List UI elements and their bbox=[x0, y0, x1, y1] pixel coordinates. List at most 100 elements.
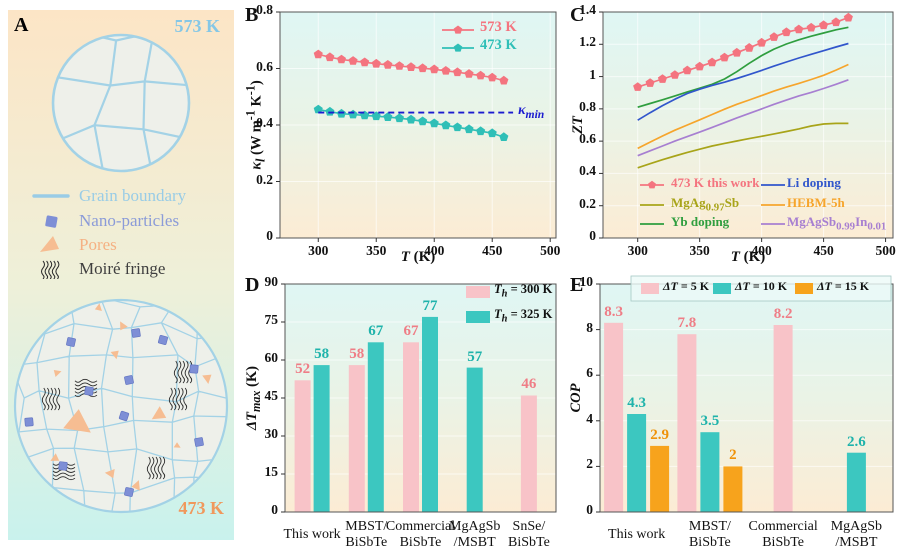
pore bbox=[53, 369, 62, 377]
category-label: BiSbTe bbox=[345, 535, 388, 550]
bar bbox=[650, 445, 670, 512]
series-1 bbox=[313, 104, 509, 141]
bar bbox=[294, 380, 311, 512]
y-tick-label: 10 bbox=[579, 274, 594, 289]
legend-swatch bbox=[795, 283, 813, 294]
category-label: This work bbox=[283, 527, 341, 542]
series-5 bbox=[637, 79, 849, 157]
nano-particle bbox=[118, 410, 130, 422]
panel-d-dtmax-bar-chart: D 52 58 This work 58 67 MBST/BiSbTe 67 77 Commerc… bbox=[240, 270, 565, 550]
legend-swatch bbox=[466, 311, 490, 323]
legend-label: Yb doping bbox=[671, 214, 730, 229]
data-point bbox=[499, 132, 509, 141]
nano-particle bbox=[131, 328, 141, 338]
legend-marker bbox=[453, 25, 463, 34]
y-tick-label: 8 bbox=[586, 319, 593, 335]
x-tick-label: 400 bbox=[751, 243, 772, 258]
nano-particle bbox=[58, 461, 68, 471]
legend-label: Th = 300 K bbox=[494, 282, 553, 300]
pores-icon bbox=[32, 235, 70, 255]
data-point bbox=[757, 37, 767, 47]
data-point bbox=[487, 72, 497, 82]
data-point bbox=[418, 63, 428, 73]
data-point bbox=[707, 57, 717, 67]
grain-boundary-icon bbox=[32, 186, 70, 206]
y-tick-label: 75 bbox=[264, 312, 279, 327]
axis-frame bbox=[602, 11, 894, 239]
y-tick-label: 45 bbox=[264, 388, 279, 403]
data-point bbox=[441, 66, 451, 75]
panel-c-zt-chart: C 0 0.2 0.4 0.6 0.8 1 1.2 1.4 300 350 400 450 500 ZT T … bbox=[565, 0, 899, 270]
legend-label: 473 K bbox=[480, 37, 517, 53]
x-tick-label: 500 bbox=[540, 243, 561, 258]
y-tick-label: 6 bbox=[586, 365, 593, 381]
moire-fringe bbox=[173, 360, 193, 384]
legend-item-nano-particles: Nano-particles bbox=[32, 211, 179, 231]
data-point bbox=[429, 118, 439, 128]
moire-fringe-icon bbox=[32, 259, 70, 279]
nano-particle bbox=[124, 487, 134, 497]
bar-value-label: 77 bbox=[422, 297, 438, 314]
series-0 bbox=[633, 12, 853, 91]
bar-value-label: 3.5 bbox=[700, 413, 720, 430]
category-label: /MSBT bbox=[835, 535, 878, 550]
y-tick-label: 2 bbox=[586, 456, 593, 472]
category-label: MBST/ bbox=[688, 519, 731, 534]
legend-item-moire-fringe: Moiré fringe bbox=[32, 259, 165, 279]
x-tick-label: 350 bbox=[366, 243, 387, 258]
panel-a-label: A bbox=[14, 14, 29, 36]
data-point bbox=[383, 60, 393, 69]
nano-particle bbox=[84, 386, 94, 396]
data-point bbox=[831, 17, 841, 27]
grain-boundary-label: Grain boundary bbox=[79, 186, 187, 205]
y-tick-label: 60 bbox=[264, 350, 279, 365]
category-label: Commercial bbox=[748, 519, 818, 534]
data-point bbox=[744, 43, 754, 52]
x-axis-label: T (K) bbox=[400, 249, 436, 265]
moire-fringe bbox=[41, 387, 61, 411]
data-point bbox=[429, 64, 439, 74]
bar bbox=[466, 367, 483, 512]
bar bbox=[403, 342, 419, 512]
data-point bbox=[843, 12, 853, 22]
data-point bbox=[313, 49, 323, 59]
y-tick-label: 30 bbox=[264, 426, 279, 441]
pore bbox=[202, 374, 212, 384]
bar bbox=[627, 414, 647, 512]
y-tick-label: 0.6 bbox=[579, 131, 596, 147]
moire-fringe bbox=[146, 456, 166, 480]
pore bbox=[94, 303, 102, 312]
bar bbox=[520, 395, 537, 512]
chart-canvas bbox=[281, 283, 557, 513]
grain-boundaries bbox=[54, 36, 188, 170]
bar bbox=[723, 466, 743, 512]
pore bbox=[151, 406, 167, 420]
series-0 bbox=[313, 49, 509, 85]
data-point bbox=[313, 104, 323, 114]
data-point bbox=[418, 116, 428, 126]
y-tick-label: 1.2 bbox=[579, 34, 596, 50]
legend-item-grain-boundary: Grain boundary bbox=[32, 186, 186, 206]
annotation-label: κmin bbox=[518, 102, 545, 121]
legend-swatch bbox=[641, 283, 659, 294]
pore bbox=[104, 469, 115, 479]
data-point bbox=[499, 75, 509, 85]
legend-swatch bbox=[713, 283, 731, 294]
x-tick-label: 450 bbox=[813, 243, 834, 258]
x-tick-label: 400 bbox=[424, 243, 445, 258]
moire-fringe bbox=[168, 387, 188, 411]
bar bbox=[604, 322, 624, 512]
bar bbox=[348, 365, 365, 512]
data-point bbox=[348, 56, 358, 65]
legend-label: Th = 325 K bbox=[494, 307, 553, 325]
series-1 bbox=[637, 122, 849, 169]
legend-label: HEBM-5h bbox=[787, 195, 845, 210]
data-point bbox=[406, 114, 416, 124]
legend-swatch bbox=[466, 286, 490, 298]
legend-marker bbox=[648, 180, 656, 189]
category-label: BiSbTe bbox=[399, 535, 442, 550]
y-tick-label: 0.6 bbox=[256, 58, 273, 74]
y-tick-label: 1 bbox=[589, 66, 596, 82]
x-axis-label: T (K) bbox=[730, 249, 766, 265]
nano-particles-label: Nano-particles bbox=[79, 211, 180, 230]
